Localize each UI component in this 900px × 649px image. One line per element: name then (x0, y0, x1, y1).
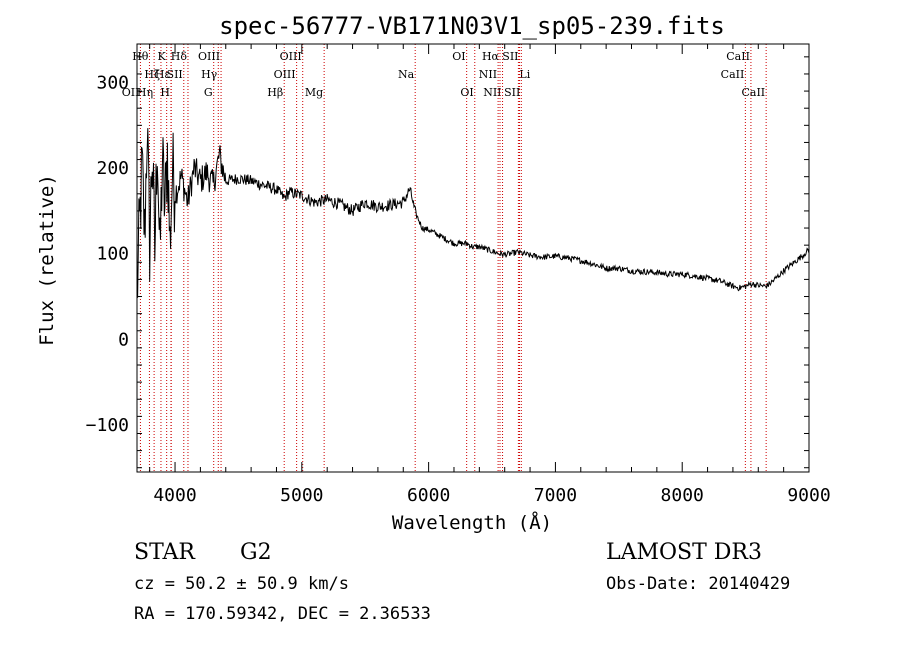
line-label: OIII (280, 50, 302, 63)
x-tick-label: 5000 (280, 485, 323, 506)
line-label: OI (452, 50, 465, 63)
line-label: Hε (155, 68, 171, 81)
x-tick-label: 4000 (153, 485, 196, 506)
survey-name: LAMOST DR3 (606, 540, 762, 565)
line-label: SII (504, 86, 520, 99)
line-label: Li (519, 68, 530, 81)
line-label: Hβ (267, 86, 283, 99)
spectrum-chart: spec-56777-VB171N03V1_sp05-239.fits OIIH… (36, 12, 831, 534)
line-label: OII (122, 86, 140, 99)
y-tick-label: 100 (96, 244, 129, 265)
line-label: H (160, 86, 170, 99)
line-label: NII (479, 68, 497, 81)
line-label: OIII (274, 68, 296, 81)
line-label: Hα (482, 50, 500, 63)
line-label: Na (398, 68, 415, 81)
x-tick-label: 7000 (534, 485, 577, 506)
observation-date: Obs-Date: 20140429 (606, 574, 791, 594)
line-label: Hζ (144, 68, 160, 81)
line-label: SII (167, 68, 183, 81)
line-label: Hη (137, 86, 153, 99)
chart-title: spec-56777-VB171N03V1_sp05-239.fits (219, 12, 725, 40)
line-label: Hδ (171, 50, 188, 63)
line-label: CaII (741, 86, 765, 99)
y-tick-label: 200 (96, 158, 129, 179)
line-label: CaII (721, 68, 745, 81)
y-tick-label: −100 (86, 415, 129, 436)
x-tick-label: 6000 (407, 485, 450, 506)
line-label: SII (502, 50, 518, 63)
line-label: OI (460, 86, 473, 99)
spectrum-line (136, 128, 810, 298)
line-label: OIII (198, 50, 220, 63)
line-label: CaII (726, 50, 750, 63)
plot-area: OIIHθHηHζKHHεSIIHδGHγOIIIHβOIIIOIIIMgNaO… (86, 43, 831, 506)
redshift-velocity: cz = 50.2 ± 50.9 km/s (134, 574, 349, 594)
line-label: G (204, 86, 213, 99)
x-tick-label: 8000 (661, 485, 704, 506)
object-class: STAR (134, 540, 195, 565)
plot-frame (136, 43, 810, 473)
y-tick-label: 0 (118, 329, 129, 350)
object-subclass: G2 (240, 540, 272, 565)
y-tick-label: 300 (96, 73, 129, 94)
x-tick-label: 9000 (787, 485, 830, 506)
line-label: K (157, 50, 166, 63)
line-label: NII (483, 86, 501, 99)
line-label: Mg (305, 86, 323, 99)
y-axis-label: Flux (relative) (36, 174, 58, 346)
line-label: Hγ (201, 68, 218, 81)
coordinates: RA = 170.59342, DEC = 2.36533 (134, 604, 431, 624)
x-axis-label: Wavelength (Å) (392, 511, 552, 534)
